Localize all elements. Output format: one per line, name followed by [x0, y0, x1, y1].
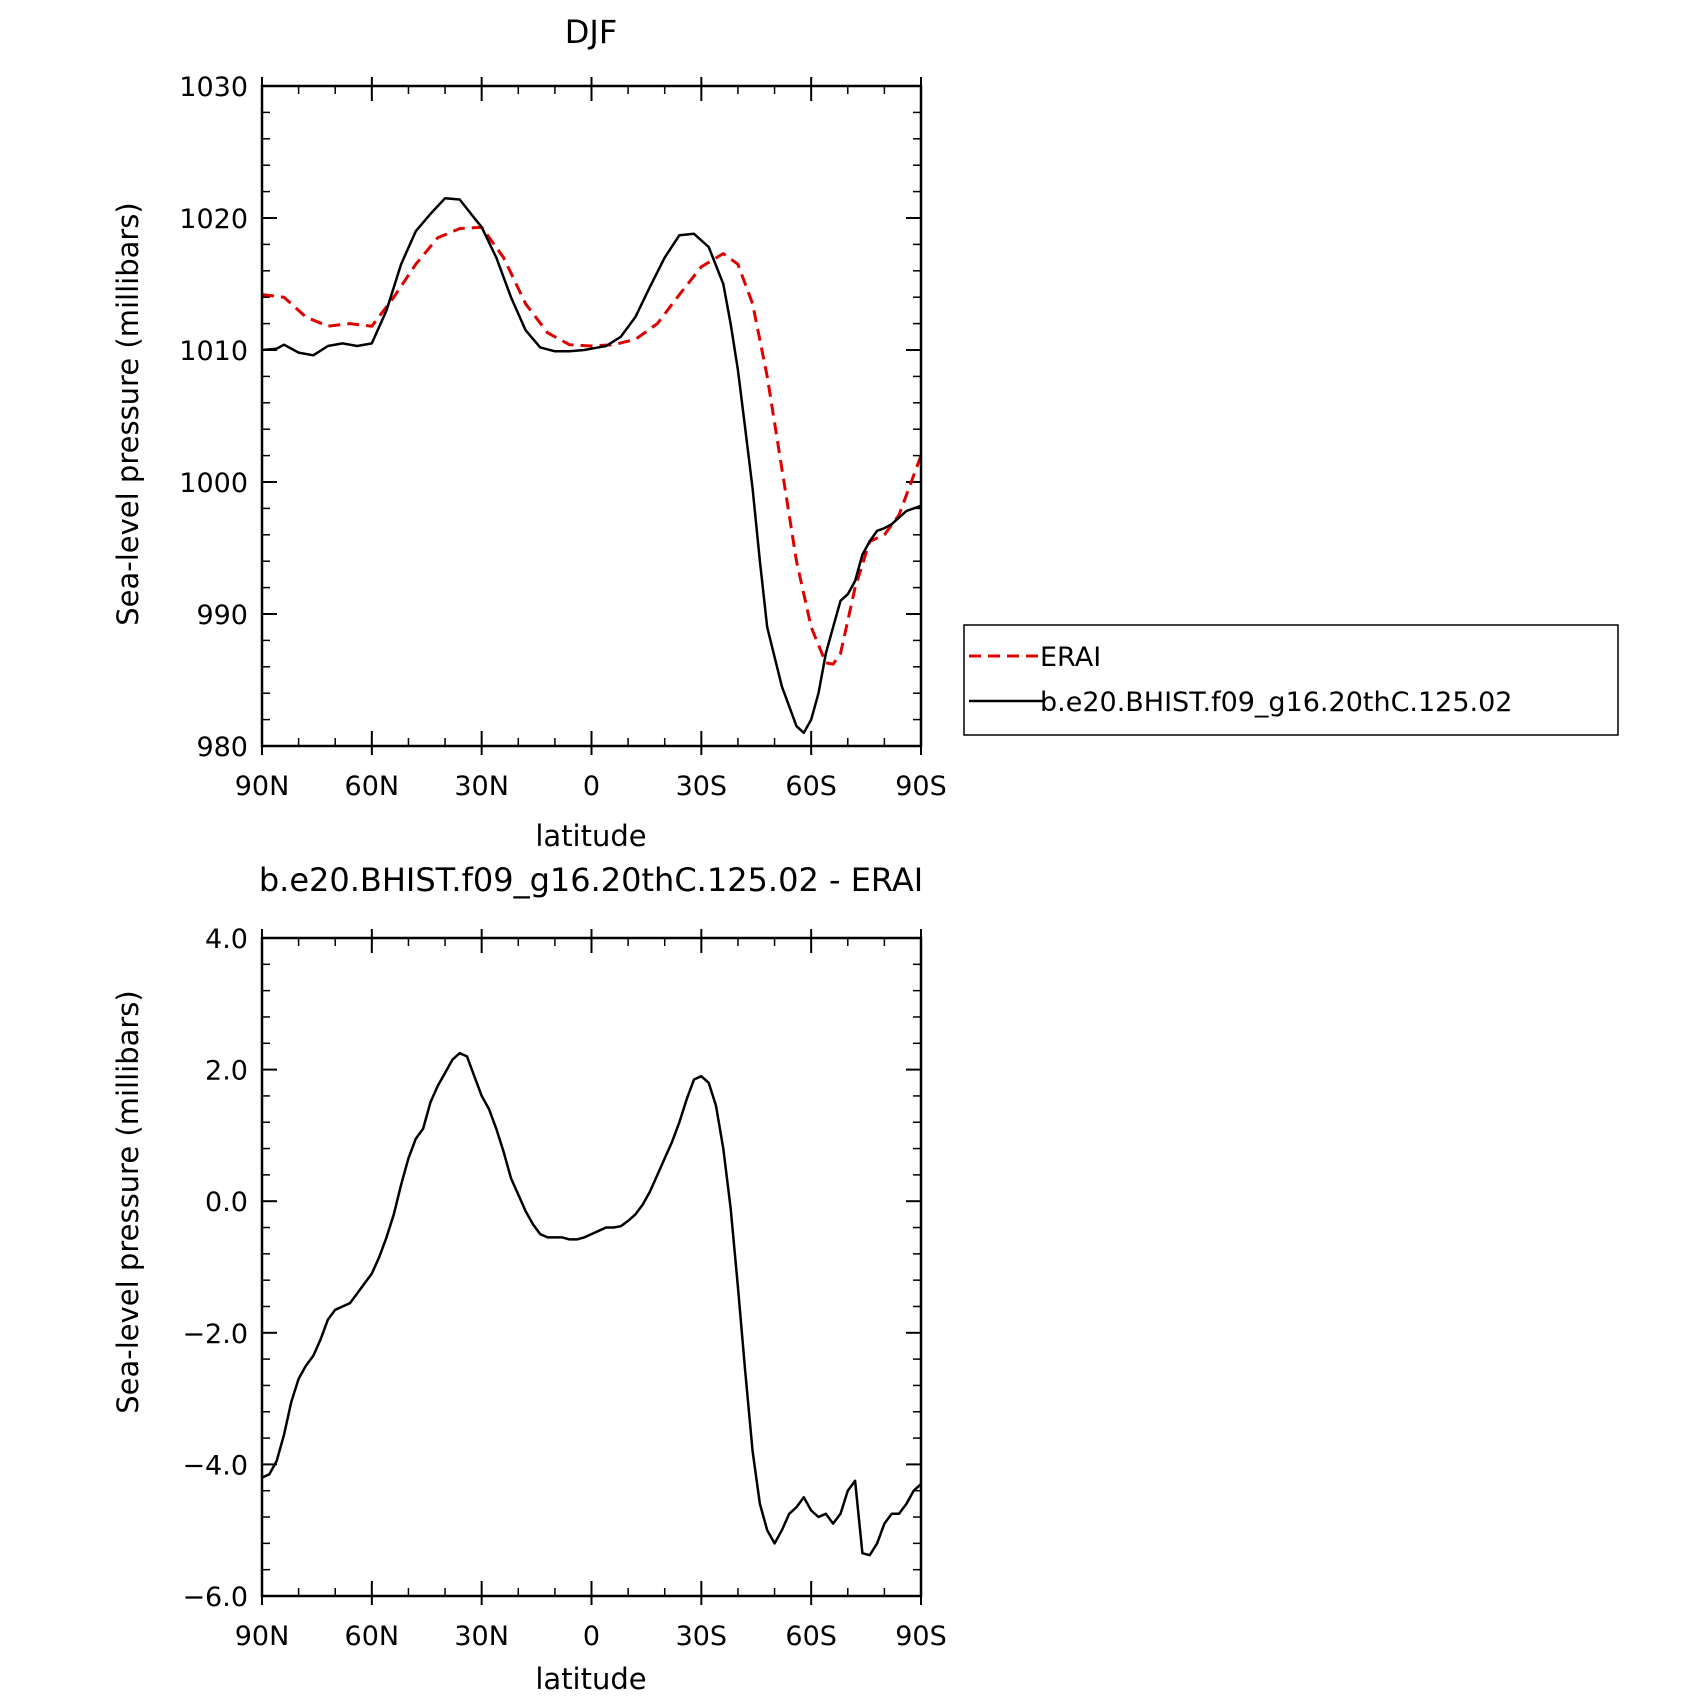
x-tick-label: 30S: [676, 1621, 728, 1652]
y-tick-label: 980: [196, 732, 248, 763]
legend-label-erai: ERAI: [1040, 642, 1101, 673]
x-tick-label: 0: [583, 771, 600, 802]
y-tick-label: −2.0: [182, 1319, 248, 1350]
x-axis-label: latitude: [535, 1662, 646, 1696]
plot-frame: [260, 84, 923, 748]
series-line-0: [261, 1051, 922, 1557]
x-tick-label: 90N: [235, 771, 290, 802]
x-tick-label: 30N: [454, 771, 509, 802]
x-tick-label: 0: [583, 1621, 600, 1652]
x-tick-label: 30N: [454, 1621, 509, 1652]
x-tick-label: 60N: [345, 771, 400, 802]
y-tick-label: −6.0: [182, 1582, 248, 1613]
plot-marks: −6.0 −4.0 −2.0 0.0 2.0 4.0 90N 60N 30N 0 30S 60S 90S: [182, 924, 946, 1652]
y-axis-label: Sea-level pressure (millibars): [111, 990, 145, 1413]
y-tick-label: 4.0: [205, 924, 248, 955]
y-tick-label: −4.0: [182, 1450, 248, 1481]
y-tick-label: 990: [196, 600, 248, 631]
plot-frame: [260, 936, 923, 1598]
y-tick-label: 1030: [179, 72, 248, 103]
y-tick-label: 2.0: [205, 1056, 248, 1087]
legend: ERAI b.e20.BHIST.f09_g16.20thC.125.02: [963, 624, 1619, 736]
y-axis-label: Sea-level pressure (millibars): [111, 202, 145, 625]
plot-marks: 980 990 1000 1010 1020 1030 90N 60N 30N 0 30S 60S 90…: [179, 72, 946, 802]
x-tick-label: 60S: [785, 771, 837, 802]
x-axis-label: latitude: [535, 819, 646, 853]
legend-box: [963, 624, 1619, 736]
y-tick-label: 0.0: [205, 1187, 248, 1218]
x-tick-label: 90S: [895, 771, 947, 802]
chart-title: b.e20.BHIST.f09_g16.20thC.125.02 - ERAI: [259, 861, 923, 899]
y-tick-label: 1020: [179, 204, 248, 235]
x-tick-label: 30S: [676, 771, 728, 802]
x-tick-label: 90S: [895, 1621, 947, 1652]
legend-label-model: b.e20.BHIST.f09_g16.20thC.125.02: [1040, 687, 1512, 718]
chart-panel-djf: DJF Sea-level pressure (millibars) latit…: [111, 13, 947, 853]
y-tick-label: 1010: [179, 336, 248, 367]
series-line-0: [261, 225, 923, 666]
chart-title: DJF: [565, 13, 617, 51]
x-tick-label: 60S: [785, 1621, 837, 1652]
x-tick-label: 90N: [235, 1621, 290, 1652]
series-line-1: [261, 196, 922, 735]
y-tick-label: 1000: [179, 468, 248, 499]
chart-panel-difference: b.e20.BHIST.f09_g16.20thC.125.02 - ERAI …: [111, 861, 947, 1696]
x-tick-label: 60N: [345, 1621, 400, 1652]
